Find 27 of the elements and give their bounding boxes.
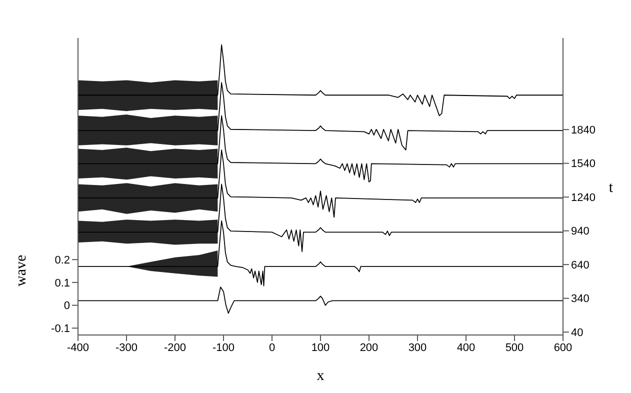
- y2-tick-label: 340: [571, 293, 590, 306]
- y2-tick-label: 940: [571, 226, 590, 238]
- x-tick-label: 600: [554, 342, 572, 354]
- y-axis-title: wave: [13, 254, 30, 286]
- y2-axis-title: t: [608, 180, 614, 196]
- x-tick-label: 200: [360, 342, 378, 354]
- x-tick-label: -400: [66, 342, 90, 354]
- y-tick-label: 0: [64, 300, 70, 312]
- line-series: [78, 286, 563, 314]
- y2-tick-label: 1240: [571, 192, 596, 204]
- x-tick-label: 100: [311, 342, 330, 354]
- x-tick-label: 300: [408, 342, 427, 354]
- y2-tick-label: 1840: [571, 124, 596, 136]
- x-tick-label: -300: [115, 342, 138, 354]
- y-tick-label: -0.1: [51, 323, 70, 336]
- y-tick-label: 0.1: [54, 277, 70, 290]
- x-tick-label: -200: [164, 342, 186, 354]
- x-tick-label: -100: [212, 342, 235, 354]
- x-tick-label: 400: [456, 342, 476, 354]
- y2-tick-label: 640: [571, 259, 590, 272]
- x-tick-label: 0: [268, 342, 276, 354]
- y2-tick-label: 1540: [571, 158, 596, 170]
- x-tick-label: 500: [505, 342, 524, 354]
- x-axis-title: x: [316, 368, 325, 384]
- y2-tick-label: 40: [571, 326, 584, 339]
- line-series: [78, 220, 563, 286]
- y-tick-label: 0.2: [54, 254, 70, 267]
